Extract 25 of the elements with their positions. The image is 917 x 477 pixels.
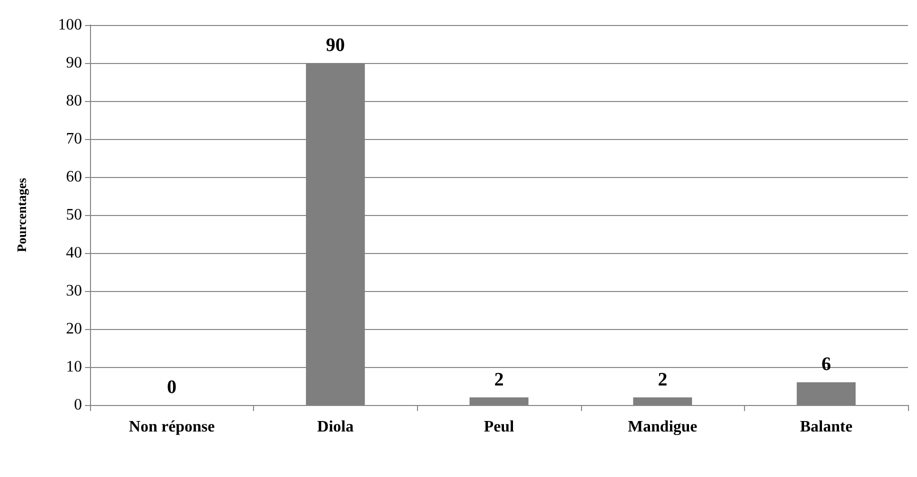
x-tick-label: Peul [484,418,515,436]
x-tick-label: Non réponse [128,418,215,436]
bar [633,397,692,405]
y-axis-title: Pourcentages [14,178,29,252]
y-tick-label: 50 [66,206,82,224]
data-label: 6 [821,354,831,376]
bar [470,397,528,405]
y-tick-label: 100 [58,16,82,34]
y-tick-label: 30 [66,282,82,300]
y-tick-label: 70 [66,130,82,148]
y-tick-label: 90 [66,54,82,72]
y-tick-label: 40 [66,244,82,262]
bar [796,382,856,405]
y-tick-label: 80 [66,92,82,110]
y-tick-label: 60 [66,168,82,186]
x-tick-label: Mandigue [628,418,698,436]
y-tick-label: 0 [74,396,82,414]
y-tick-label: 20 [66,320,82,338]
y-tick-label: 10 [66,358,82,376]
data-label: 2 [494,369,504,390]
data-label: 0 [167,377,177,398]
data-label: 90 [326,35,345,56]
x-tick-label: Balante [800,418,852,436]
x-tick-label: Diola [317,418,354,436]
data-label: 2 [658,369,668,390]
